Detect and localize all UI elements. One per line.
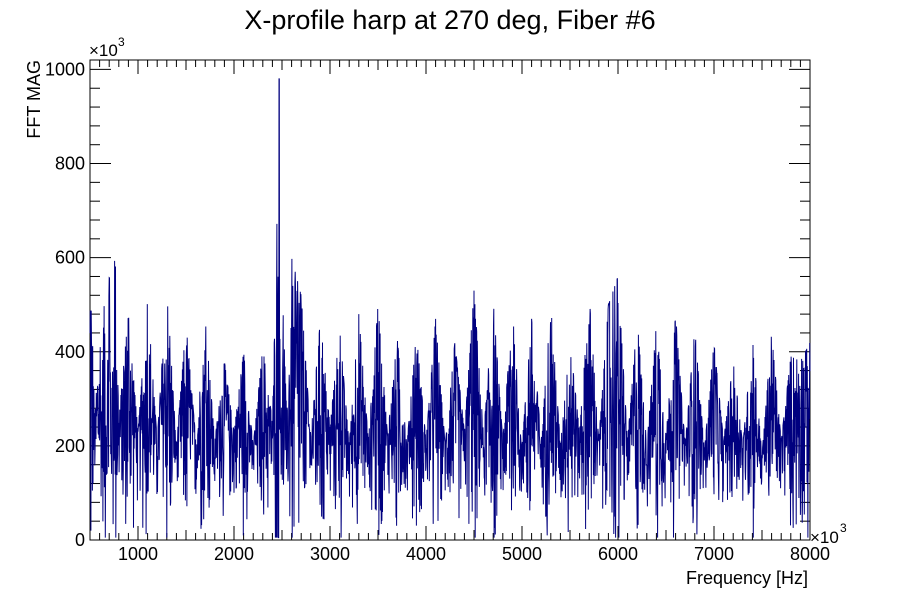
x-tick-label: 2000 (214, 544, 254, 564)
y-tick-label: 400 (55, 342, 85, 362)
series-layer (89, 78, 811, 539)
y-tick-label: 600 (55, 248, 85, 268)
y-multiplier-power: 3 (118, 35, 125, 49)
y-tick-label: 200 (55, 436, 85, 456)
x-multiplier-power: 3 (840, 521, 847, 535)
x-axis-title: Frequency [Hz] (686, 568, 808, 588)
x-tick-label: 7000 (694, 544, 734, 564)
y-tick-label: 800 (55, 154, 85, 174)
x-multiplier-base: ×10 (810, 528, 839, 547)
y-multiplier-base: ×10 (89, 41, 118, 60)
plot-border (89, 59, 811, 541)
x-tick-label: 4000 (406, 544, 446, 564)
y-tick-label: 0 (75, 530, 85, 550)
x-tick-label: 1000 (118, 544, 158, 564)
y-tick-label: 1000 (45, 59, 85, 79)
x-tick-label: 3000 (310, 544, 350, 564)
series-line (89, 78, 811, 539)
plot-frame (89, 59, 811, 541)
x-tick-label: 8000 (790, 544, 830, 564)
x-axis: 1000 2000 3000 4000 5000 6000 7000 8000 (89, 60, 830, 564)
x-multiplier: ×10 3 (810, 521, 847, 547)
x-tick-label: 6000 (598, 544, 638, 564)
chart-title: X-profile harp at 270 deg, Fiber #6 (244, 5, 655, 35)
y-axis-title: FFT MAG (24, 60, 44, 139)
y-multiplier: ×10 3 (89, 35, 125, 60)
x-tick-label: 5000 (502, 544, 542, 564)
